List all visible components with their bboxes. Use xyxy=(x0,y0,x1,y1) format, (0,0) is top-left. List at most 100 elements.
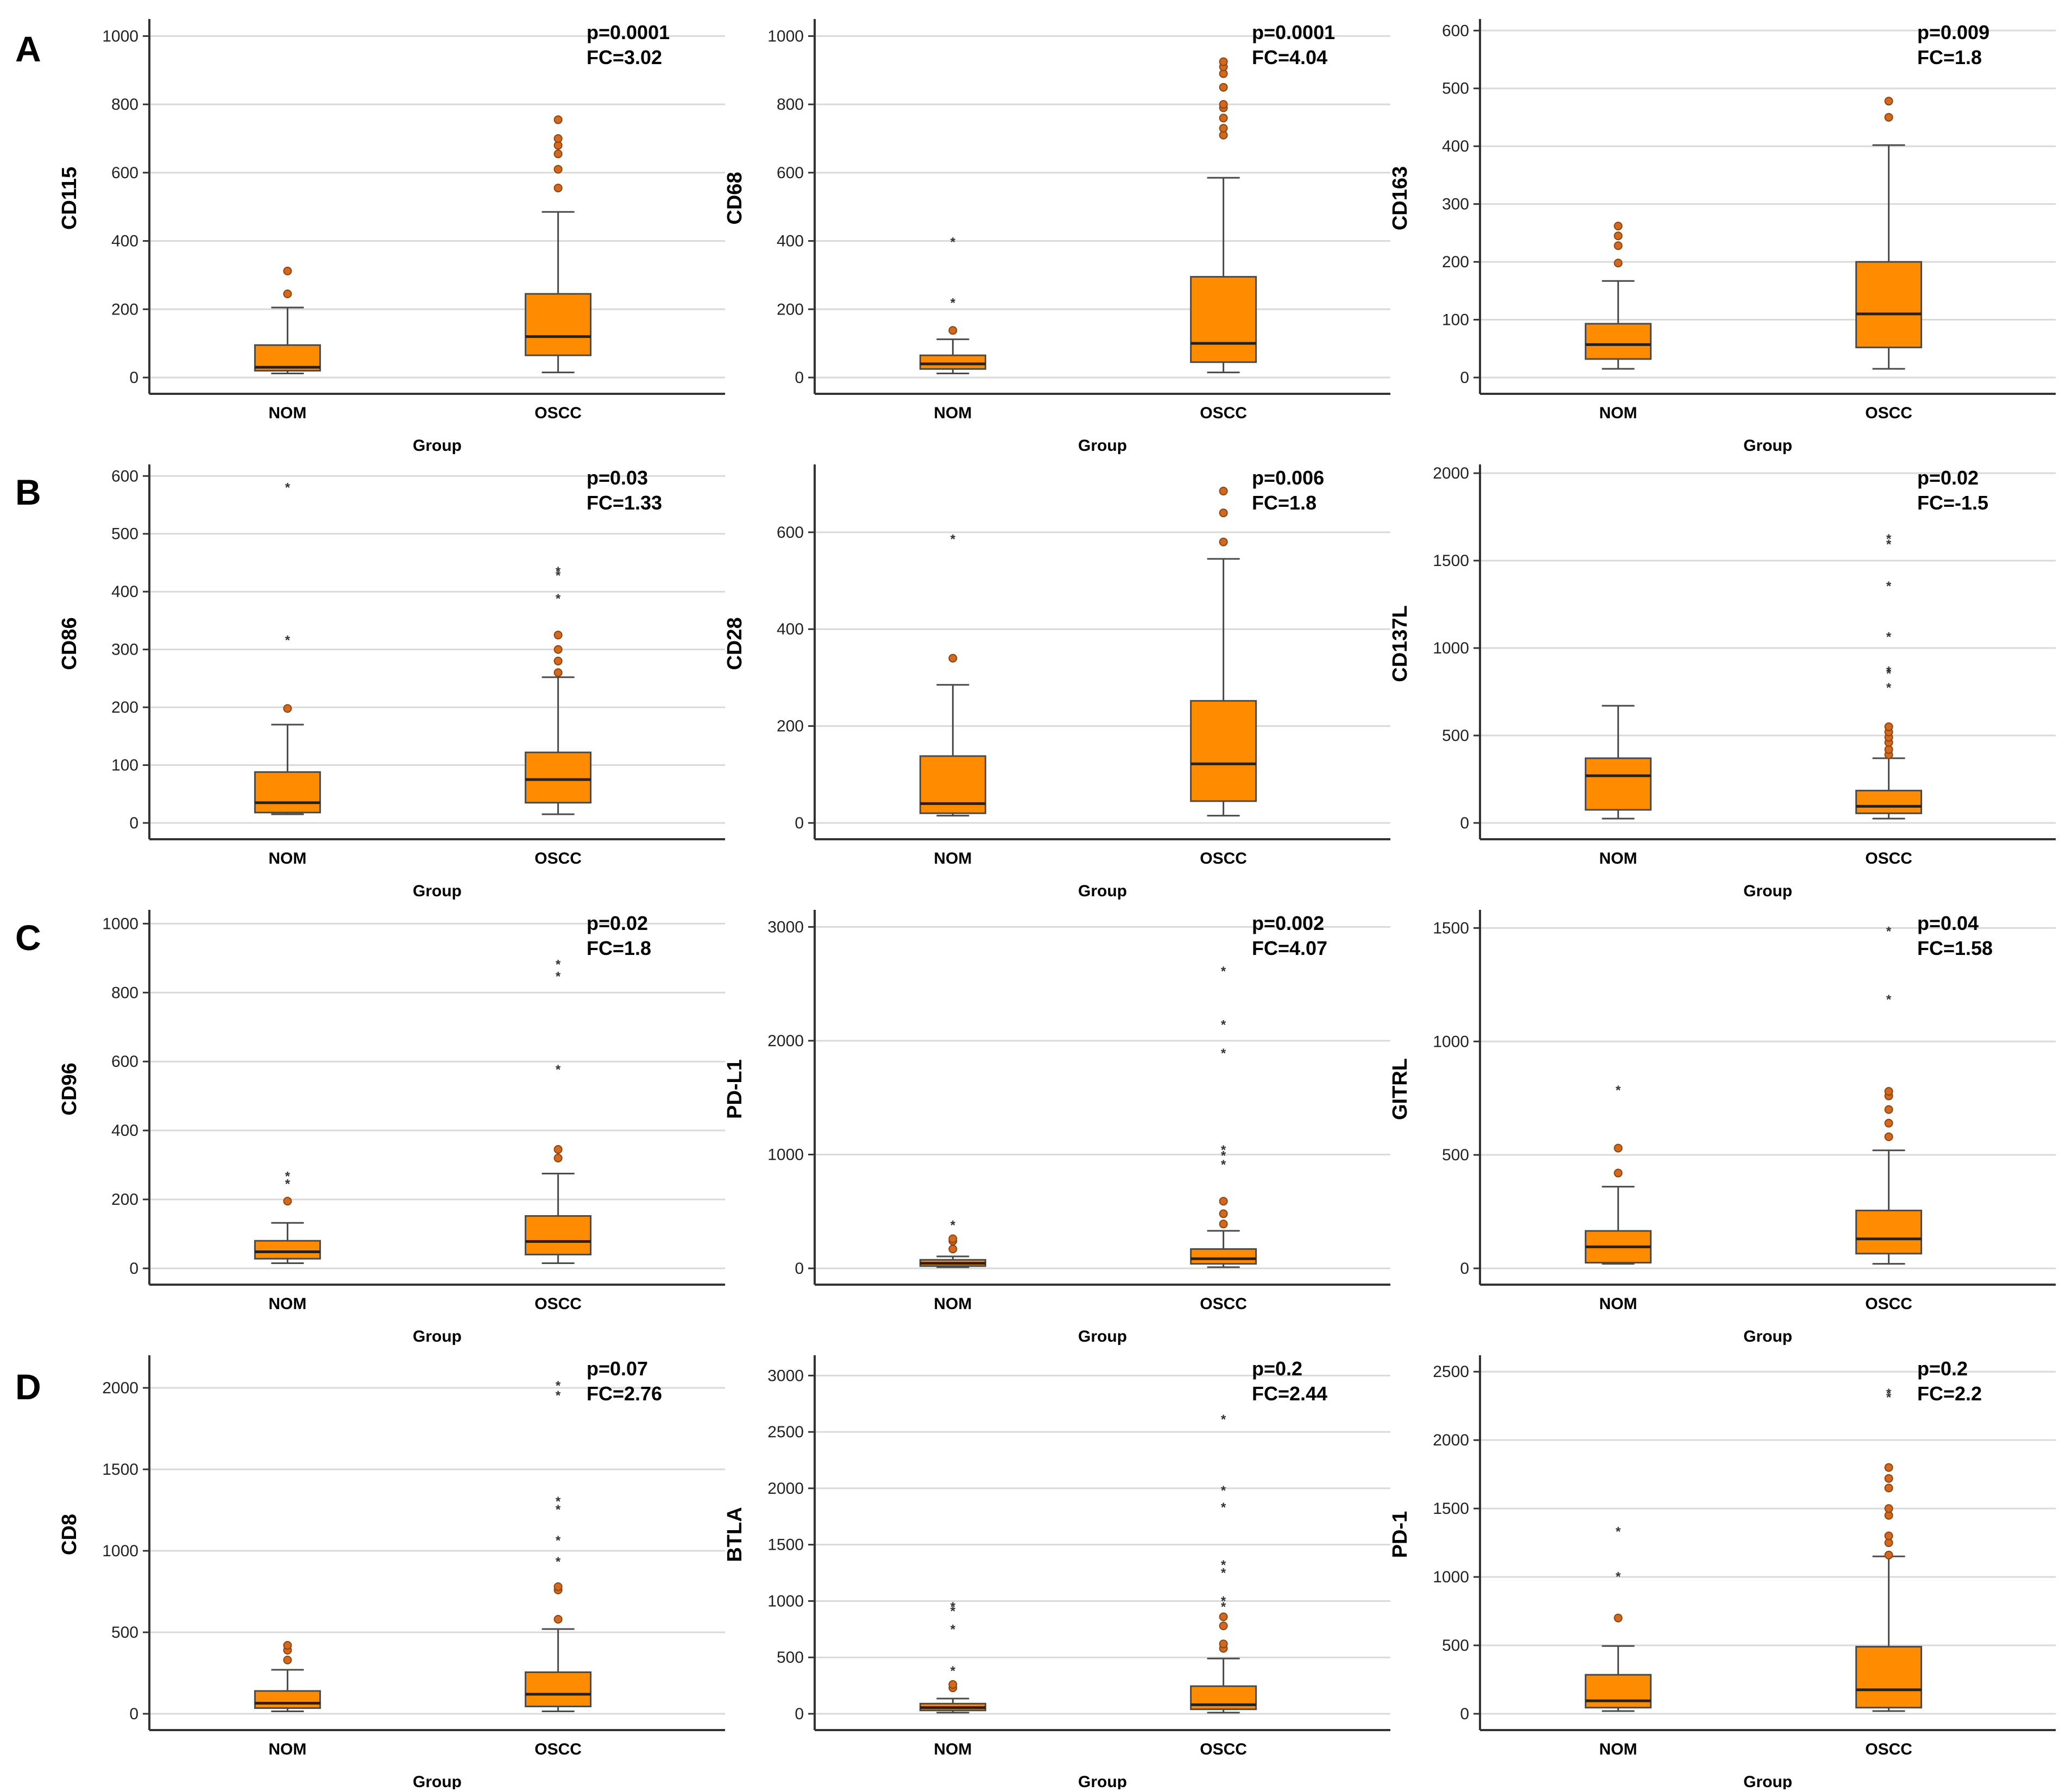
y-tick-label: 1000 xyxy=(1433,639,1469,657)
extreme-point: * xyxy=(1221,1018,1226,1033)
extreme-point: * xyxy=(556,564,561,579)
x-tick-label: NOM xyxy=(934,404,972,422)
extreme-point: * xyxy=(1221,1148,1226,1163)
outlier-point xyxy=(1219,537,1228,546)
iqr-box xyxy=(1190,276,1257,363)
y-tick-label: 500 xyxy=(1442,1146,1469,1164)
extreme-point: * xyxy=(556,1062,561,1077)
outlier-point xyxy=(553,631,563,640)
outlier-point xyxy=(283,1641,292,1650)
extreme-point: * xyxy=(1221,1500,1226,1515)
fold-change-label: FC=2.44 xyxy=(1252,1382,1327,1405)
x-tick-label: OSCC xyxy=(1200,1740,1247,1758)
outlier-point xyxy=(553,1153,563,1162)
y-tick-label: 500 xyxy=(111,1624,138,1642)
extreme-point: * xyxy=(1221,964,1226,979)
iqr-box xyxy=(1190,1248,1257,1265)
y-tick-label: 200 xyxy=(777,718,804,735)
y-tick-label: 1000 xyxy=(767,1146,804,1164)
chart-btla: 0 500 1000 1500 2000 2500 3000 BTLA Group p=0.2FC… xyxy=(723,1355,1390,1791)
y-tick-label: 800 xyxy=(111,96,138,114)
p-value-label: p=0.04 xyxy=(1917,912,1979,934)
outlier-point xyxy=(553,184,563,193)
y-tick-label: 200 xyxy=(777,300,804,318)
box-oscc: ** xyxy=(1855,1386,1923,1712)
x-tick-label: NOM xyxy=(268,850,306,867)
y-tick-label: 600 xyxy=(111,467,138,485)
iqr-box xyxy=(525,293,592,356)
y-tick-label: 500 xyxy=(1442,80,1469,98)
outlier-point xyxy=(1884,1132,1893,1141)
box-nom: ** xyxy=(1584,1524,1652,1712)
box-oscc: ******* xyxy=(1855,532,1923,820)
x-tick-label: OSCC xyxy=(534,850,582,867)
fold-change-label: FC=3.02 xyxy=(587,46,662,68)
box-nom: * xyxy=(919,532,986,817)
y-tick-label: 300 xyxy=(1442,196,1469,213)
outlier-point xyxy=(1219,487,1228,496)
outlier-point xyxy=(283,266,292,275)
y-tick-label: 500 xyxy=(777,1649,804,1667)
extreme-point: * xyxy=(1616,1524,1621,1539)
y-tick-label: 500 xyxy=(1442,1637,1469,1655)
outlier-point xyxy=(1884,1087,1893,1096)
outlier-point xyxy=(283,1197,292,1206)
p-value-label: p=0.2 xyxy=(1252,1357,1302,1380)
outlier-point xyxy=(948,1244,958,1254)
x-tick-label: OSCC xyxy=(1200,1295,1247,1313)
box-nom xyxy=(254,1641,321,1712)
panel-label-b: B xyxy=(15,472,41,512)
y-axis-title: CD163 xyxy=(1389,166,1412,230)
extreme-point: * xyxy=(556,1533,561,1548)
y-tick-label: 0 xyxy=(129,1705,138,1723)
iqr-box xyxy=(1855,789,1923,814)
outlier-point xyxy=(553,656,563,665)
y-tick-label: 2000 xyxy=(1433,1431,1469,1449)
outlier-point xyxy=(1884,1118,1893,1128)
box-nom: ** xyxy=(254,1169,321,1264)
extreme-point: * xyxy=(1221,1558,1226,1573)
p-value-label: p=0.03 xyxy=(587,467,648,489)
outlier-point xyxy=(1219,508,1228,518)
extreme-point: * xyxy=(950,532,956,547)
extreme-point: * xyxy=(556,1502,561,1517)
y-axis-title: CD68 xyxy=(723,172,746,224)
y-axis-title: CD28 xyxy=(723,617,746,670)
y-tick-label: 400 xyxy=(111,583,138,601)
iqr-box xyxy=(1855,1209,1923,1255)
y-tick-label: 1500 xyxy=(767,1536,804,1554)
extreme-point: * xyxy=(1886,1391,1892,1405)
y-axis-title: CD86 xyxy=(58,617,81,670)
fold-change-label: FC=-1.5 xyxy=(1917,492,1988,514)
iqr-box xyxy=(1584,323,1652,360)
y-tick-label: 600 xyxy=(1442,22,1469,40)
extreme-point: * xyxy=(1221,1600,1226,1614)
extreme-point: * xyxy=(1616,1083,1621,1098)
x-tick-label: NOM xyxy=(1599,404,1637,422)
outlier-point xyxy=(1219,57,1228,66)
y-tick-label: 600 xyxy=(111,1053,138,1071)
extreme-point: * xyxy=(1886,630,1892,645)
y-tick-label: 400 xyxy=(111,232,138,250)
box-oscc xyxy=(1190,57,1257,374)
outlier-point xyxy=(1219,1197,1228,1206)
extreme-point: * xyxy=(556,957,561,972)
x-axis-title: Group xyxy=(1743,437,1792,455)
y-tick-label: 0 xyxy=(1460,814,1469,832)
y-tick-label: 500 xyxy=(1442,727,1469,745)
y-axis-title: CD8 xyxy=(58,1514,81,1555)
chart-cd28: 0 200 400 600 CD28 Group p=0.006 FC=1.8 * NOM OSCC xyxy=(723,464,1390,900)
outlier-point xyxy=(1614,259,1623,268)
x-tick-label: NOM xyxy=(268,404,306,422)
chart-gitrl: 0 500 1000 1500 GITRL Group p=0.04 FC=1.58 * NOM *… xyxy=(1389,910,2056,1345)
iqr-box xyxy=(525,1671,592,1707)
y-tick-label: 200 xyxy=(111,699,138,716)
extreme-point: * xyxy=(556,1379,561,1393)
x-tick-label: OSCC xyxy=(534,1295,582,1313)
p-value-label: p=0.009 xyxy=(1917,21,1989,43)
outlier-point xyxy=(948,653,958,663)
box-nom xyxy=(254,266,321,374)
extreme-point: * xyxy=(1616,1570,1621,1584)
outlier-point xyxy=(1884,1483,1893,1493)
